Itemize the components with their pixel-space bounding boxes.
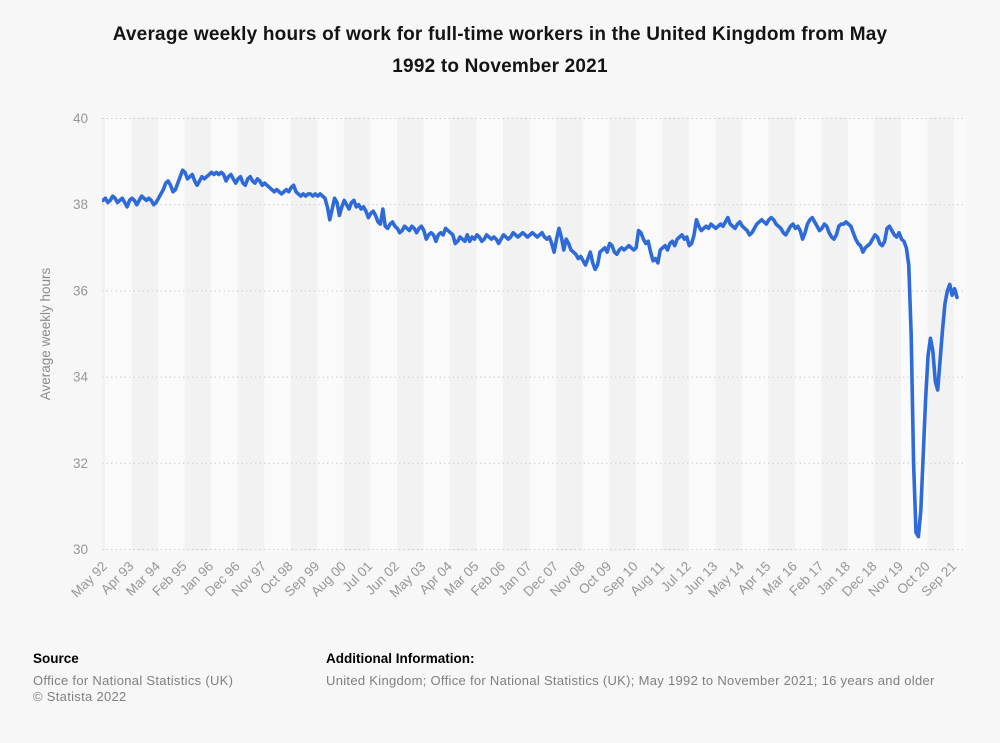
plot-band [211,117,238,551]
y-axis-labels: 40 38 36 34 32 30 [73,111,89,557]
plot-band [290,117,318,551]
plot-band [609,117,636,551]
source-label: Source [33,651,79,666]
plot-band [794,117,822,551]
copyright-text: © Statista 2022 [33,688,127,704]
y-tick-label: 34 [73,370,89,385]
plot-band [449,117,477,551]
plot-band [635,117,663,551]
chart-title-line1: Average weekly hours of work for full-ti… [112,24,888,45]
line-chart: 40 38 36 34 32 30 Average weekly hours May 92Ap… [38,111,965,600]
plot-band [423,117,450,551]
plot-band [184,117,212,551]
plot-band [556,117,583,551]
series-line [102,168,959,539]
plot-band [343,117,371,551]
plot-stripes [102,117,965,551]
plot-band [476,117,504,551]
plot-band [582,117,610,551]
footer-additional-block: Additional Information: United Kingdom; … [326,651,986,689]
plot-band [688,117,716,551]
plot-band [768,117,795,551]
y-tick-label: 30 [73,542,88,557]
additional-info-label: Additional Information: [326,651,475,666]
y-tick-label: 38 [73,197,88,212]
plot-band [264,117,291,551]
chart-title: Average weekly hours of work for full-ti… [0,19,1000,83]
source-name: Office for National Statistics (UK) [33,673,234,688]
y-tick-label: 36 [73,283,88,298]
footer-source-block: Source Office for National Statistics (U… [33,651,233,704]
plot-band [741,117,769,551]
y-tick-label: 32 [73,456,88,471]
y-tick-label: 40 [73,111,88,126]
plot-band [874,117,902,551]
y-axis-title: Average weekly hours [38,267,53,400]
plot-band [396,117,424,551]
chart-title-line2: 1992 to November 2021 [392,56,608,77]
plot-band [237,117,265,551]
additional-info-text: United Kingdom; Office for National Stat… [326,673,935,688]
plot-band [954,117,965,551]
plot-band [848,117,875,551]
plot-band [529,117,557,551]
plot-band [102,117,105,551]
plot-band [131,117,159,551]
plot-band [503,117,530,551]
plot-band [105,117,132,551]
plot-band [158,117,185,551]
plot-band [821,117,849,551]
plot-band [317,117,344,551]
plot-band [715,117,742,551]
plot-band [370,117,397,551]
plot-band [662,117,689,551]
